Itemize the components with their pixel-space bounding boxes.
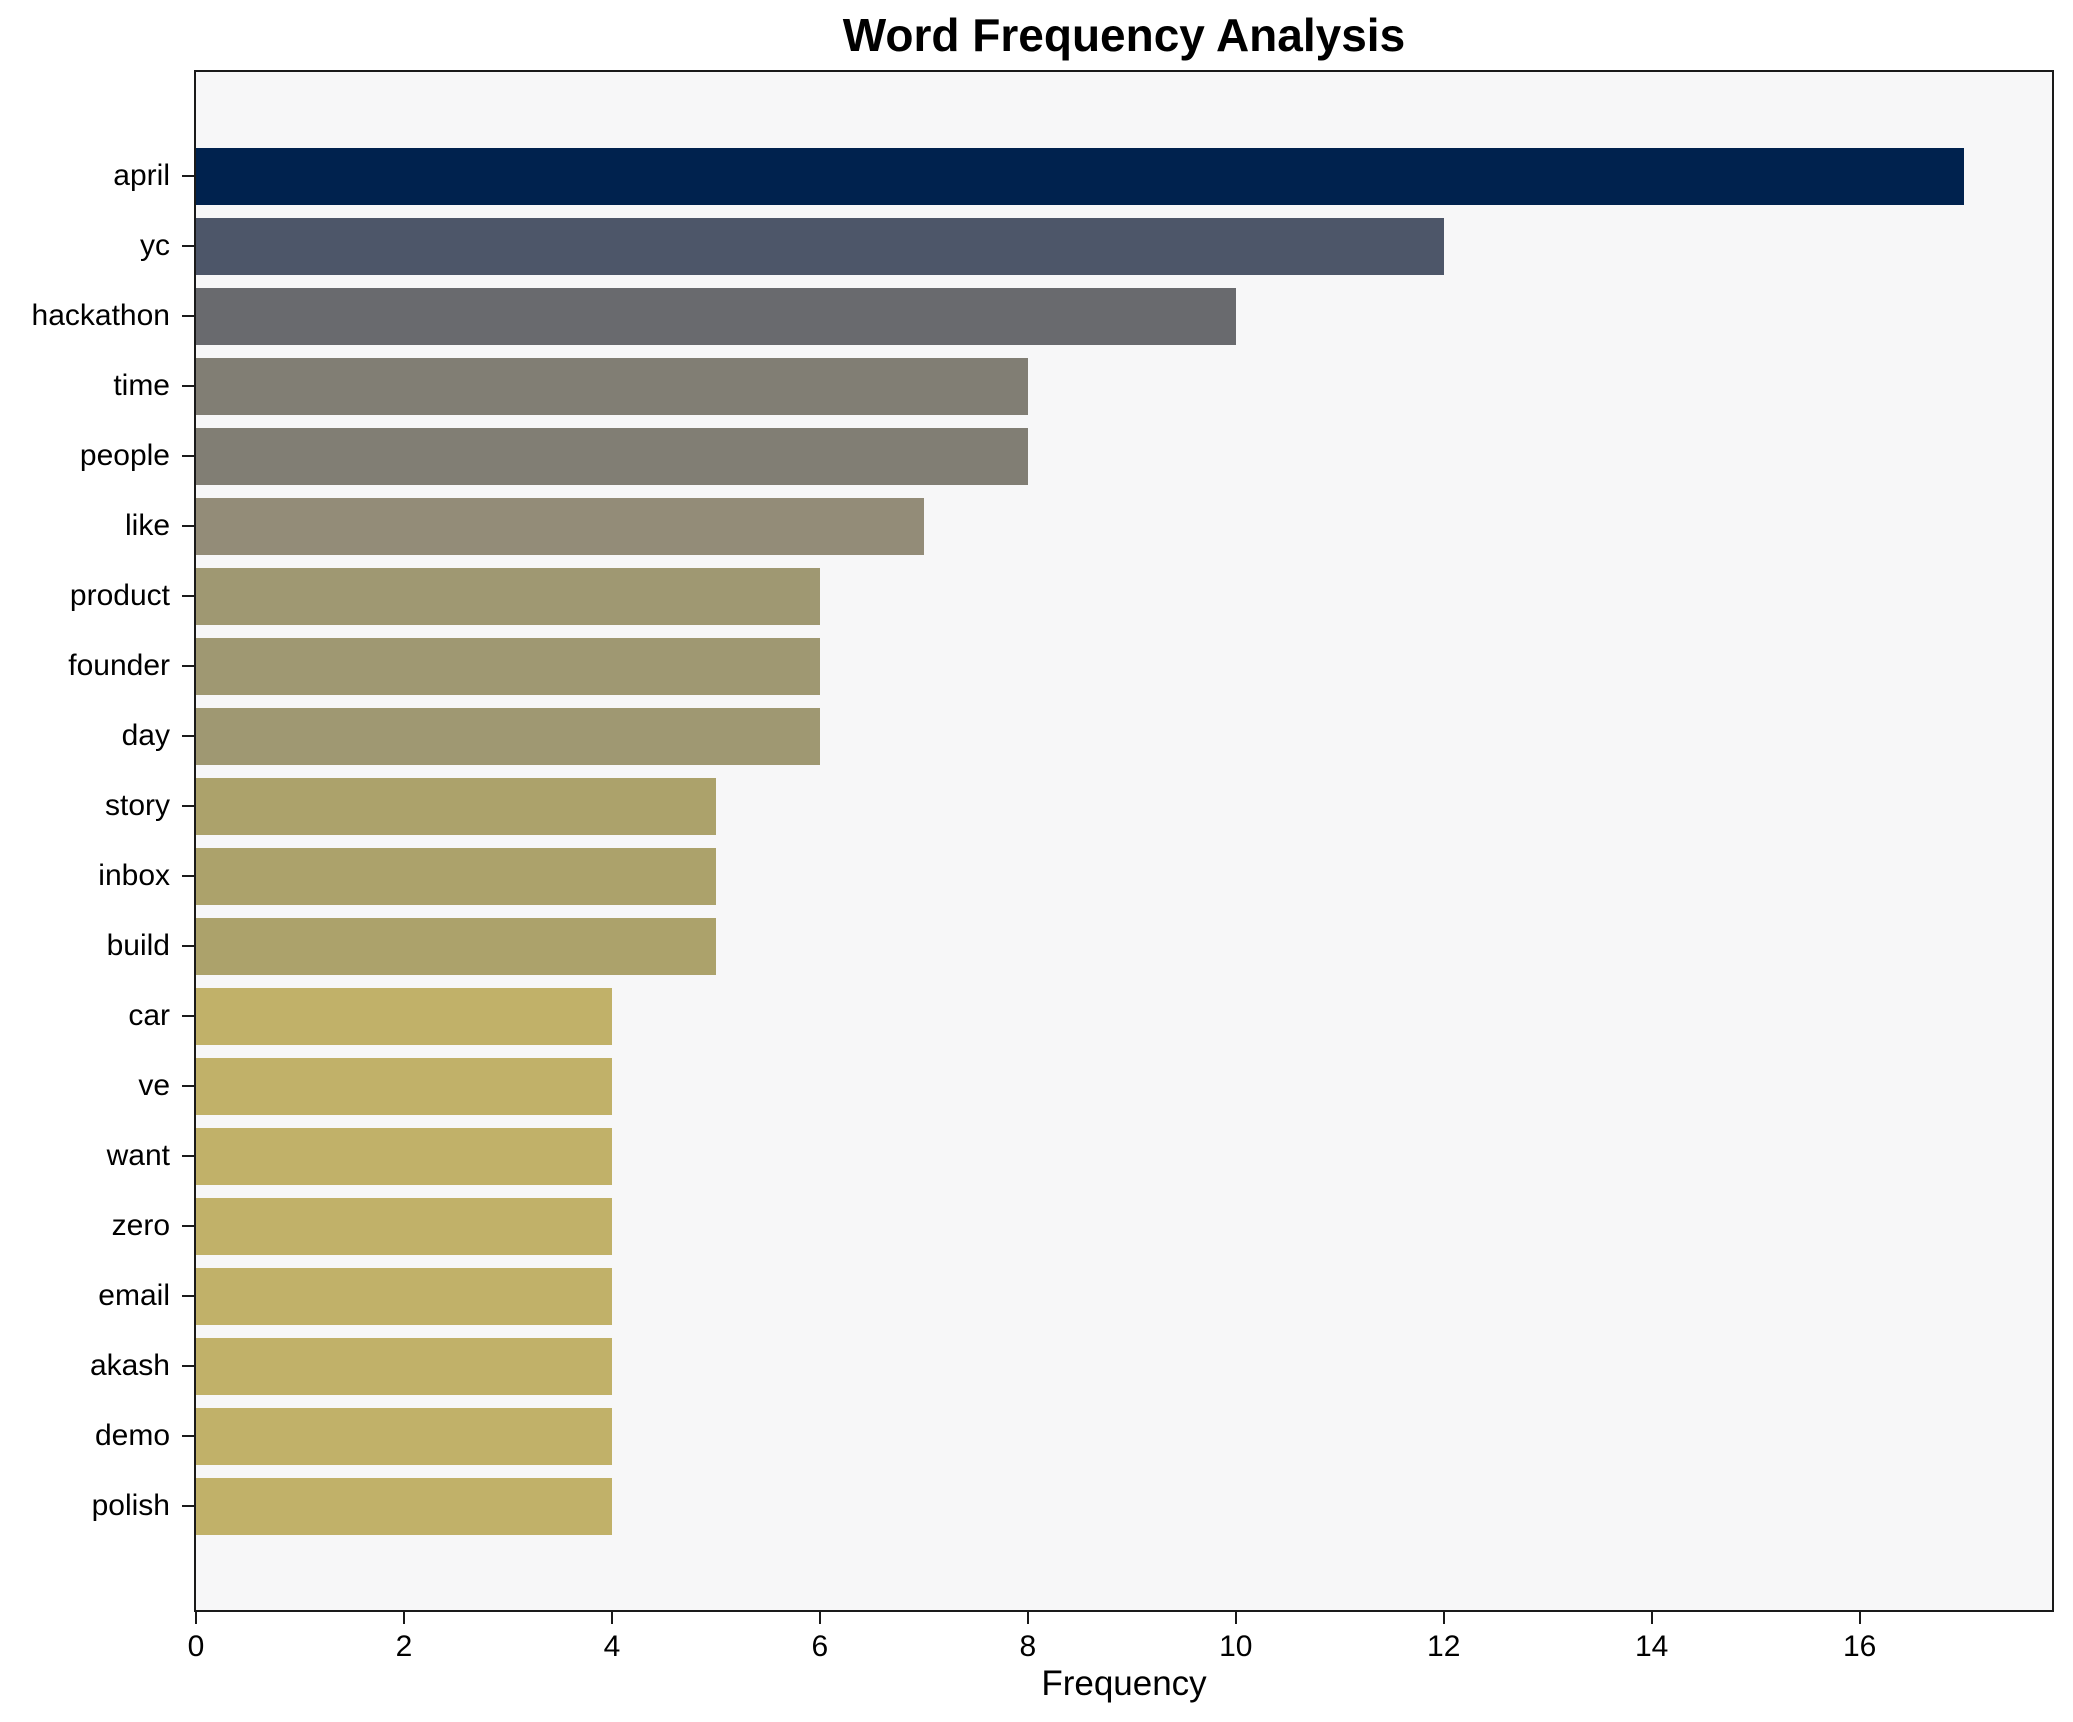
- x-tick-label: 6: [811, 1630, 829, 1663]
- y-tick-label: zero: [111, 1209, 170, 1242]
- y-tick-mark: [182, 245, 194, 247]
- y-tick-mark: [182, 1085, 194, 1087]
- y-tick-label: email: [98, 1279, 170, 1312]
- y-tick-label: people: [79, 439, 170, 472]
- y-tick-mark: [182, 595, 194, 597]
- y-tick-label: build: [106, 929, 170, 962]
- y-tick-mark: [182, 1015, 194, 1017]
- x-tick-mark: [1234, 1612, 1237, 1624]
- y-tick-mark: [182, 945, 194, 947]
- y-tick-mark: [182, 665, 194, 667]
- bar-like: [196, 497, 924, 555]
- y-tick-label: want: [106, 1139, 170, 1172]
- bar-polish: [196, 1477, 612, 1535]
- x-tick-label: 14: [1634, 1630, 1669, 1663]
- bar-founder: [196, 637, 820, 695]
- y-tick-mark: [182, 875, 194, 877]
- x-tick-mark: [1650, 1612, 1653, 1624]
- y-tick-mark: [182, 1435, 194, 1437]
- bar-car: [196, 987, 612, 1045]
- x-axis: 0 2 4 6 8 10 12 14 16: [188, 1612, 2052, 1682]
- x-tick-label: 12: [1427, 1630, 1461, 1663]
- bar-time: [196, 357, 1028, 415]
- bar-build: [196, 917, 716, 975]
- x-axis-label: Frequency: [1041, 1664, 1207, 1703]
- plot-area: [194, 70, 2054, 1612]
- y-tick-label: polish: [91, 1489, 170, 1522]
- y-tick-mark: [182, 735, 194, 737]
- x-tick-mark: [1026, 1612, 1029, 1624]
- bar-yc: [196, 217, 1444, 275]
- x-tick-label: 16: [1842, 1630, 1877, 1663]
- y-tick-label: akash: [89, 1349, 170, 1382]
- x-tick-label: 2: [395, 1630, 413, 1663]
- x-tick-label: 10: [1219, 1630, 1253, 1663]
- y-tick-label: car: [128, 999, 170, 1032]
- bar-inbox: [196, 847, 716, 905]
- y-axis: april yc hackathon time people like product fou…: [0, 72, 194, 1610]
- bar-story: [196, 777, 716, 835]
- bar-hackathon: [196, 287, 1236, 345]
- y-tick-mark: [182, 1365, 194, 1367]
- y-tick-mark: [182, 1295, 194, 1297]
- bar-day: [196, 707, 820, 765]
- x-tick-mark: [818, 1612, 821, 1624]
- x-tick-mark: [1442, 1612, 1445, 1624]
- y-tick-label: hackathon: [31, 299, 170, 332]
- y-tick-label: demo: [94, 1419, 170, 1452]
- y-tick-label: time: [113, 369, 170, 402]
- bar-april: [196, 147, 1964, 205]
- y-tick-label: yc: [140, 229, 170, 262]
- x-tick-label: 8: [1019, 1630, 1037, 1663]
- y-tick-mark: [182, 1505, 194, 1507]
- bar-product: [196, 567, 820, 625]
- y-tick-mark: [182, 1225, 194, 1227]
- x-tick-mark: [1858, 1612, 1861, 1624]
- y-tick-mark: [182, 1155, 194, 1157]
- y-tick-label: ve: [138, 1069, 170, 1102]
- x-tick-label: 0: [187, 1630, 205, 1663]
- bar-demo: [196, 1407, 612, 1465]
- y-tick-mark: [182, 315, 194, 317]
- bar-akash: [196, 1337, 612, 1395]
- y-tick-mark: [182, 455, 194, 457]
- y-tick-mark: [182, 525, 194, 527]
- y-tick-label: story: [104, 789, 170, 822]
- y-tick-label: product: [69, 579, 170, 612]
- x-tick-mark: [195, 1612, 197, 1624]
- y-tick-label: inbox: [98, 859, 170, 892]
- bar-ve: [196, 1057, 612, 1115]
- y-tick-label: founder: [68, 649, 170, 682]
- y-tick-mark: [182, 175, 194, 177]
- x-tick-label: 4: [603, 1630, 621, 1663]
- y-tick-label: april: [113, 159, 170, 192]
- y-tick-mark: [182, 385, 194, 387]
- x-tick-mark: [402, 1612, 405, 1624]
- y-tick-label: day: [121, 719, 170, 752]
- x-tick-mark: [610, 1612, 613, 1624]
- bar-want: [196, 1127, 612, 1185]
- y-tick-mark: [182, 805, 194, 807]
- bar-people: [196, 427, 1028, 485]
- chart-title: Word Frequency Analysis: [842, 9, 1406, 61]
- bar-zero: [196, 1197, 612, 1255]
- bar-email: [196, 1267, 612, 1325]
- y-tick-label: like: [124, 509, 170, 542]
